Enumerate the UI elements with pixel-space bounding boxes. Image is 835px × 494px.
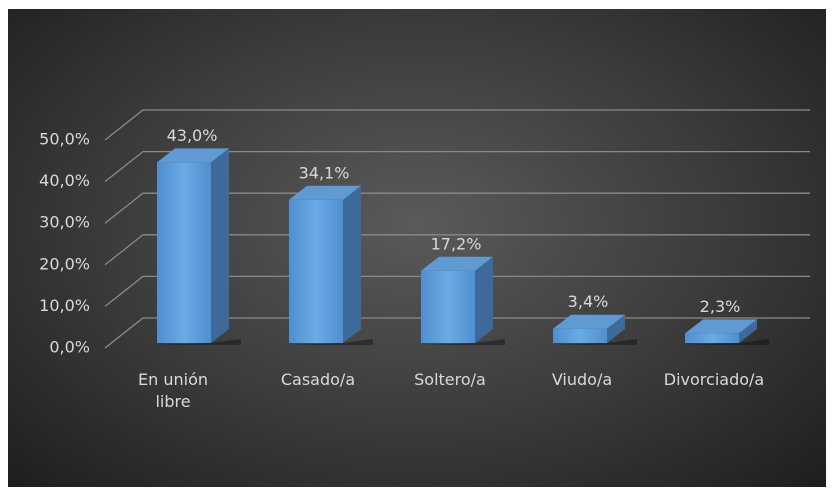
grid-line bbox=[104, 234, 810, 266]
y-tick-label: 50,0% bbox=[39, 130, 90, 149]
bar bbox=[421, 270, 475, 343]
x-tick-label: Divorciado/a bbox=[663, 370, 765, 389]
bar bbox=[553, 328, 607, 343]
bar-side bbox=[211, 148, 229, 343]
y-tick-label: 0,0% bbox=[49, 338, 90, 357]
bar bbox=[289, 199, 343, 343]
grid-line bbox=[104, 275, 810, 307]
y-tick-label: 30,0% bbox=[39, 213, 90, 232]
bar-shadow bbox=[421, 339, 505, 345]
bar-side bbox=[739, 319, 757, 343]
bar-shadow bbox=[685, 339, 769, 345]
bar-top bbox=[157, 148, 229, 163]
bar-shadow bbox=[289, 339, 373, 345]
bar-top bbox=[421, 256, 493, 271]
y-tick-label: 40,0% bbox=[39, 171, 90, 190]
value-label: 3,4% bbox=[568, 292, 609, 311]
x-tick-label: Soltero/a bbox=[414, 370, 486, 389]
bar-top bbox=[553, 314, 625, 329]
x-tick-label: Casado/a bbox=[280, 370, 356, 389]
y-tick-label: 10,0% bbox=[39, 296, 90, 315]
bar-top bbox=[685, 319, 757, 334]
bar-side bbox=[607, 314, 625, 343]
grid-line bbox=[104, 150, 810, 183]
value-label: 2,3% bbox=[700, 297, 741, 316]
grid-line bbox=[104, 109, 810, 141]
x-tick-label: Viudo/a bbox=[551, 370, 613, 389]
bar-side bbox=[475, 256, 493, 343]
chart-background bbox=[8, 9, 826, 487]
value-label: 17,2% bbox=[431, 234, 482, 253]
x-tick-label: En unión libre bbox=[138, 370, 208, 411]
bar-top bbox=[289, 185, 361, 200]
bar-side bbox=[343, 185, 361, 343]
y-tick-label: 20,0% bbox=[39, 254, 90, 273]
bar bbox=[685, 333, 739, 343]
grid-line bbox=[104, 192, 810, 224]
bar bbox=[157, 162, 211, 343]
bar-shadow bbox=[553, 339, 637, 345]
value-label: 34,1% bbox=[299, 163, 350, 182]
bar-shadow bbox=[157, 339, 241, 345]
value-label: 43,0% bbox=[167, 126, 218, 145]
